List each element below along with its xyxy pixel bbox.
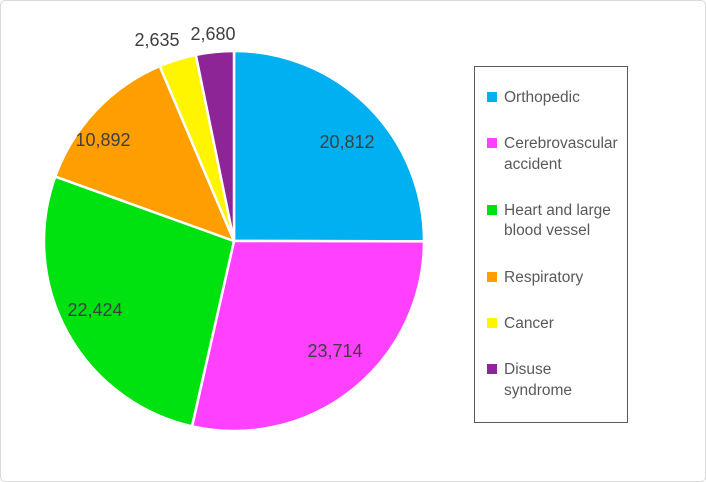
legend-label-respiratory: Respiratory (504, 268, 584, 286)
value-label-disuse-syndrome: 2,680 (190, 24, 235, 44)
pie-slice-orthopedic (232, 49, 426, 243)
legend-swatch-cancer-icon (487, 317, 497, 328)
legend-item-cancer: Cancer (487, 314, 623, 334)
legend-label-cancer: Cancer (504, 314, 554, 332)
legend-item-heart-and-large-blood-vessel: Heart and large blood vessel (487, 201, 623, 242)
legend-item-cerebrovascular-accident: Cerebrovascular accident (487, 134, 623, 175)
pie-slice-respiratory (54, 64, 236, 243)
legend-item-orthopedic: Orthopedic (487, 88, 623, 108)
legend-item-respiratory: Respiratory (487, 268, 623, 288)
legend-label-cerebrovascular-accident: Cerebrovascular accident (504, 135, 618, 173)
legend-swatch-orthopedic-icon (487, 91, 497, 102)
legend-swatch-heart-and-large-blood-vessel-icon (487, 204, 497, 215)
value-label-respiratory: 10,892 (75, 130, 130, 150)
value-label-heart-and-large-blood-vessel: 22,424 (67, 300, 122, 320)
legend-swatch-disuse-syndrome-icon (487, 364, 497, 375)
pie-slice-heart-and-large-blood-vessel (42, 175, 236, 428)
pie-slice-cerebrovascular-accident (190, 239, 426, 433)
chart-legend: Orthopedic Cerebrovascular accident Heart … (474, 66, 628, 423)
value-label-orthopedic: 20,812 (319, 132, 374, 152)
legend-label-disuse-syndrome: Disuse syndrome (504, 361, 573, 399)
legend-item-disuse-syndrome: Disuse syndrome (487, 360, 623, 401)
legend-swatch-respiratory-icon (487, 271, 497, 282)
value-label-cerebrovascular-accident: 23,714 (307, 341, 362, 361)
value-label-cancer: 2,635 (134, 30, 179, 50)
legend-label-heart-and-large-blood-vessel: Heart and large blood vessel (504, 201, 611, 240)
pie-slice-disuse-syndrome (194, 49, 236, 243)
legend-label-orthopedic: Orthopedic (504, 88, 580, 106)
legend-swatch-cerebrovascular-accident-icon (487, 138, 497, 149)
